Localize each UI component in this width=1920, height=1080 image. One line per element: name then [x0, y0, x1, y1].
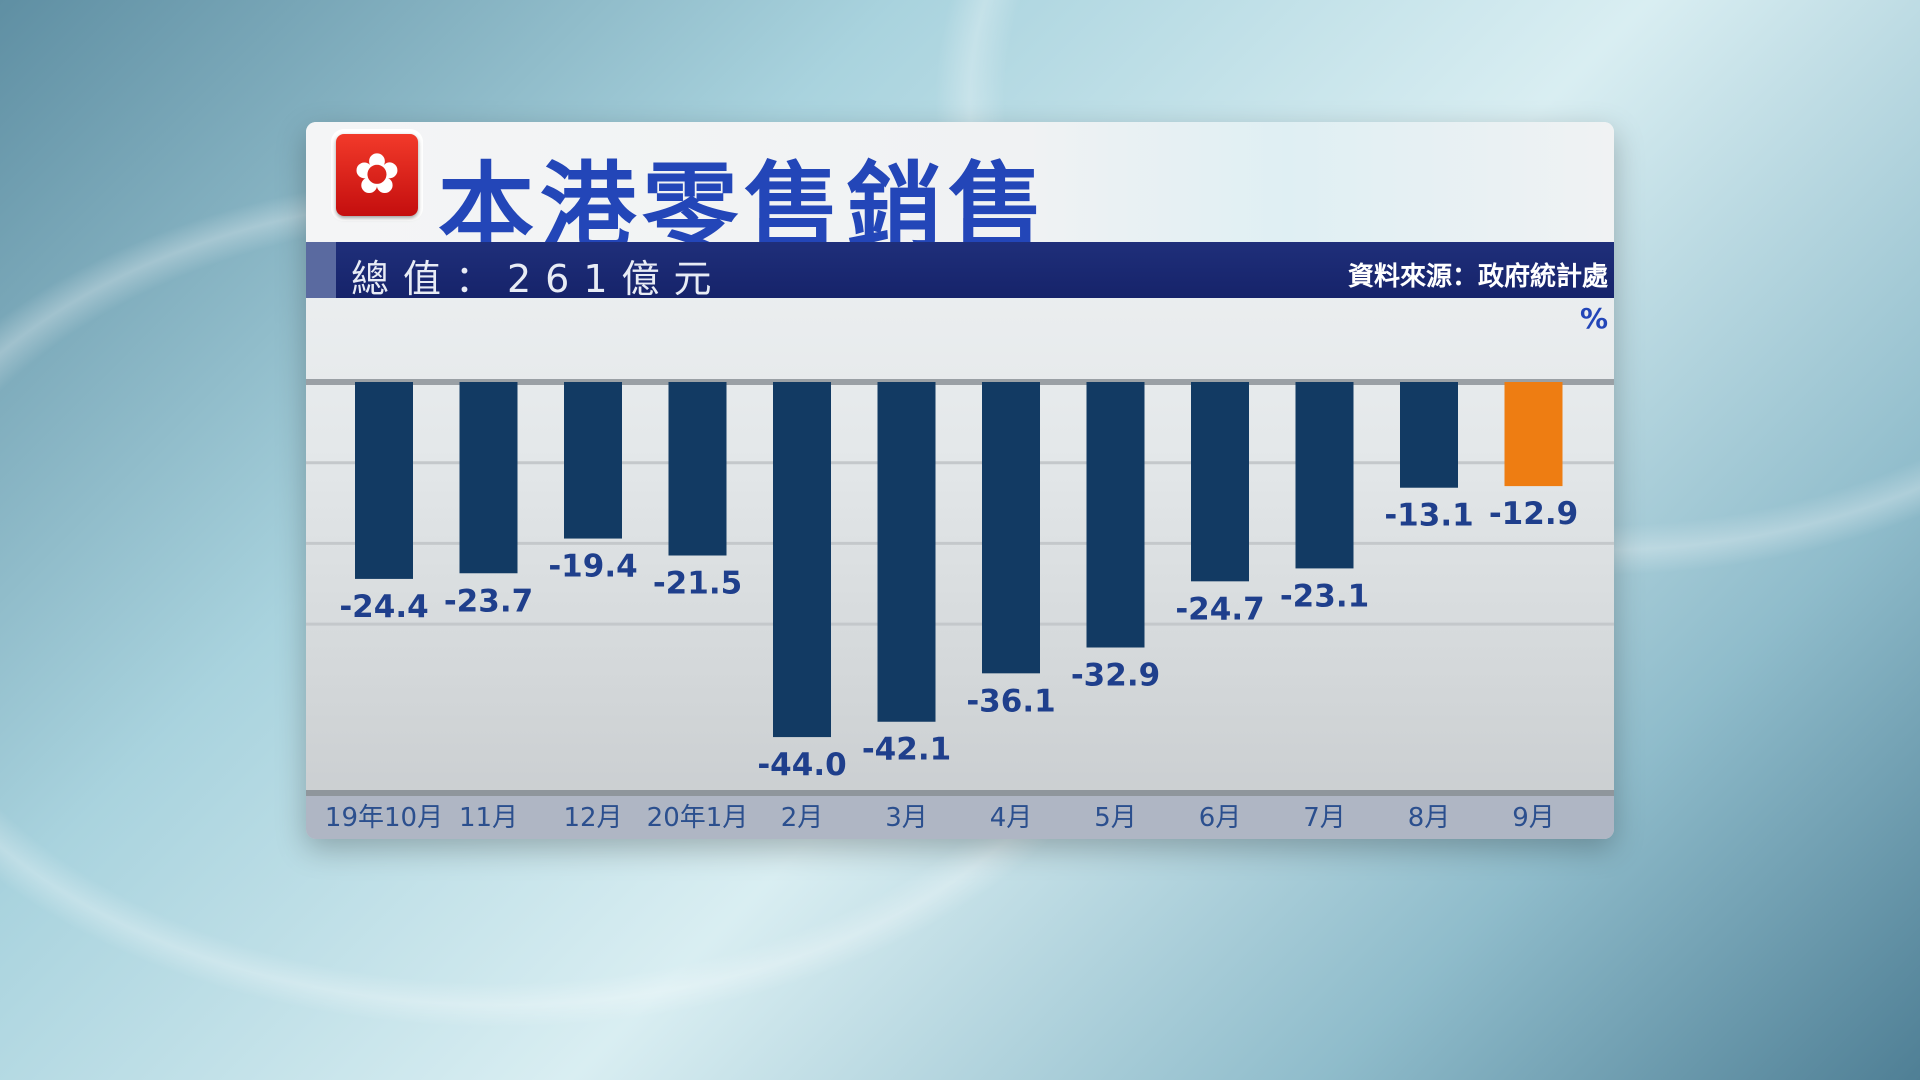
- bar-11月: [459, 382, 518, 574]
- x-tick-label: 19年10月: [325, 803, 443, 833]
- total-value: 總值：261億元: [351, 257, 726, 301]
- data-label: -42.1: [862, 732, 951, 768]
- bar-3月: [877, 382, 936, 722]
- x-tick-label: 9月: [1512, 803, 1555, 833]
- data-label: -23.1: [1280, 578, 1369, 614]
- x-tick-label: 6月: [1199, 803, 1242, 833]
- data-label: -23.7: [444, 583, 533, 619]
- bar-4月: [982, 382, 1040, 674]
- data-label: -12.9: [1489, 496, 1578, 532]
- bar-8月: [1400, 382, 1458, 488]
- bar-9月: [1504, 382, 1563, 487]
- bar-6月: [1191, 382, 1249, 582]
- x-tick-label: 8月: [1408, 803, 1451, 833]
- bar-20年1月: [668, 382, 727, 556]
- x-tick-label: 20年1月: [647, 803, 749, 833]
- x-tick-label: 3月: [885, 803, 928, 833]
- hk-flag-icon: ✿: [336, 134, 418, 216]
- x-tick-label: 12月: [563, 803, 622, 833]
- x-tick-label: 5月: [1094, 803, 1137, 833]
- x-tick-label: 7月: [1303, 803, 1346, 833]
- data-label: -32.9: [1071, 658, 1160, 694]
- data-label: -21.5: [653, 566, 742, 602]
- data-label: -24.7: [1175, 591, 1264, 627]
- bar-7月: [1295, 382, 1354, 569]
- info-band: 總值：261億元 資料來源：政府統計處: [306, 242, 1614, 301]
- x-tick-label: 11月: [459, 803, 518, 833]
- source-note: 資料來源：政府統計處: [1347, 262, 1608, 292]
- bar-19年10月: [355, 382, 413, 579]
- unit-label: %: [1579, 302, 1608, 335]
- data-label: -24.4: [339, 589, 428, 625]
- chart-panel: ✿ 本港零售銷售 總值：261億元 資料來源：政府統計處 % -24.4 19年1…: [306, 122, 1614, 839]
- band-accent: [306, 242, 336, 298]
- data-label: -19.4: [548, 549, 637, 585]
- bar-2月: [773, 382, 831, 738]
- bar-5月: [1086, 382, 1145, 648]
- x-axis-band: [306, 790, 1614, 839]
- data-label: -44.0: [757, 747, 846, 783]
- data-label: -13.1: [1384, 498, 1473, 534]
- x-tick-label: 4月: [990, 803, 1033, 833]
- bar-chart: -24.4 19年10月 -23.7 11月 -19.4 12月 -21.5 20年1月 -44…: [306, 379, 1614, 833]
- data-label: -36.1: [966, 683, 1055, 719]
- bar-12月: [564, 382, 622, 539]
- x-tick-label: 2月: [781, 803, 824, 833]
